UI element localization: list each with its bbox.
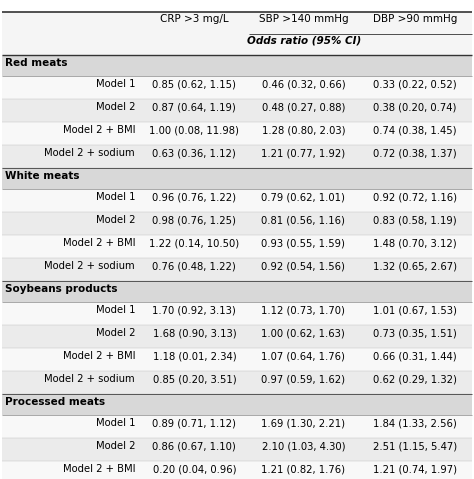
- Text: Model 1: Model 1: [96, 192, 135, 202]
- Text: 1.84 (1.33, 2.56): 1.84 (1.33, 2.56): [373, 418, 456, 428]
- Bar: [2, 325, 472, 348]
- Text: Model 1: Model 1: [96, 418, 135, 428]
- Text: 1.68 (0.90, 3.13): 1.68 (0.90, 3.13): [153, 328, 236, 338]
- Bar: [2, 461, 472, 479]
- Text: 1.00 (0.08, 11.98): 1.00 (0.08, 11.98): [149, 125, 239, 135]
- Bar: [2, 145, 472, 168]
- Text: Model 2 + BMI: Model 2 + BMI: [63, 351, 135, 361]
- Bar: [2, 415, 472, 438]
- Text: Model 2 + sodium: Model 2 + sodium: [45, 374, 135, 384]
- Text: 0.85 (0.62, 1.15): 0.85 (0.62, 1.15): [153, 79, 236, 89]
- Text: 0.85 (0.20, 3.51): 0.85 (0.20, 3.51): [153, 374, 236, 384]
- Text: 0.92 (0.54, 1.56): 0.92 (0.54, 1.56): [262, 261, 345, 271]
- Bar: [2, 394, 472, 415]
- Text: 0.63 (0.36, 1.12): 0.63 (0.36, 1.12): [153, 148, 236, 158]
- Text: 1.21 (0.82, 1.76): 1.21 (0.82, 1.76): [261, 464, 346, 474]
- Text: Red meats: Red meats: [5, 58, 67, 68]
- Bar: [2, 168, 472, 189]
- Bar: [2, 281, 472, 302]
- Text: 0.97 (0.59, 1.62): 0.97 (0.59, 1.62): [261, 374, 346, 384]
- Text: 1.28 (0.80, 2.03): 1.28 (0.80, 2.03): [262, 125, 345, 135]
- Text: 1.70 (0.92, 3.13): 1.70 (0.92, 3.13): [153, 305, 236, 315]
- Text: 0.38 (0.20, 0.74): 0.38 (0.20, 0.74): [373, 102, 456, 112]
- Text: 1.00 (0.62, 1.63): 1.00 (0.62, 1.63): [262, 328, 345, 338]
- Text: 1.22 (0.14, 10.50): 1.22 (0.14, 10.50): [149, 238, 239, 248]
- Bar: [2, 348, 472, 371]
- Bar: [2, 302, 472, 325]
- Bar: [2, 371, 472, 394]
- Bar: [2, 12, 472, 55]
- Text: Odds ratio (95% CI): Odds ratio (95% CI): [247, 36, 362, 46]
- Text: Model 2 + sodium: Model 2 + sodium: [45, 261, 135, 271]
- Text: 0.89 (0.71, 1.12): 0.89 (0.71, 1.12): [153, 418, 236, 428]
- Text: 0.81 (0.56, 1.16): 0.81 (0.56, 1.16): [262, 215, 345, 225]
- Bar: [2, 438, 472, 461]
- Text: Model 2 + BMI: Model 2 + BMI: [63, 464, 135, 474]
- Text: Model 2: Model 2: [96, 328, 135, 338]
- Text: 0.46 (0.32, 0.66): 0.46 (0.32, 0.66): [262, 79, 345, 89]
- Bar: [2, 212, 472, 235]
- Text: Model 2: Model 2: [96, 215, 135, 225]
- Bar: [2, 76, 472, 99]
- Bar: [2, 99, 472, 122]
- Text: Soybeans products: Soybeans products: [5, 284, 117, 294]
- Text: Model 2 + sodium: Model 2 + sodium: [45, 148, 135, 158]
- Text: 0.73 (0.35, 1.51): 0.73 (0.35, 1.51): [373, 328, 456, 338]
- Text: 1.12 (0.73, 1.70): 1.12 (0.73, 1.70): [262, 305, 345, 315]
- Text: 0.48 (0.27, 0.88): 0.48 (0.27, 0.88): [262, 102, 345, 112]
- Text: SBP >140 mmHg: SBP >140 mmHg: [258, 14, 348, 24]
- Text: White meats: White meats: [5, 171, 79, 181]
- Text: 1.69 (1.30, 2.21): 1.69 (1.30, 2.21): [261, 418, 346, 428]
- Text: 1.21 (0.74, 1.97): 1.21 (0.74, 1.97): [373, 464, 457, 474]
- Text: 0.98 (0.76, 1.25): 0.98 (0.76, 1.25): [153, 215, 236, 225]
- Text: 0.74 (0.38, 1.45): 0.74 (0.38, 1.45): [373, 125, 456, 135]
- Text: 1.48 (0.70, 3.12): 1.48 (0.70, 3.12): [373, 238, 456, 248]
- Text: 2.10 (1.03, 4.30): 2.10 (1.03, 4.30): [262, 441, 345, 451]
- Text: Model 2 + BMI: Model 2 + BMI: [63, 238, 135, 248]
- Text: 0.86 (0.67, 1.10): 0.86 (0.67, 1.10): [153, 441, 236, 451]
- Bar: [2, 189, 472, 212]
- Text: 0.79 (0.62, 1.01): 0.79 (0.62, 1.01): [262, 192, 345, 202]
- Text: 1.07 (0.64, 1.76): 1.07 (0.64, 1.76): [262, 351, 345, 361]
- Text: 1.01 (0.67, 1.53): 1.01 (0.67, 1.53): [373, 305, 456, 315]
- Text: 0.66 (0.31, 1.44): 0.66 (0.31, 1.44): [373, 351, 456, 361]
- Text: 0.93 (0.55, 1.59): 0.93 (0.55, 1.59): [262, 238, 345, 248]
- Text: CRP >3 mg/L: CRP >3 mg/L: [160, 14, 228, 24]
- Text: 0.92 (0.72, 1.16): 0.92 (0.72, 1.16): [373, 192, 457, 202]
- Bar: [2, 235, 472, 258]
- Text: 0.20 (0.04, 0.96): 0.20 (0.04, 0.96): [153, 464, 236, 474]
- Bar: [2, 55, 472, 76]
- Bar: [2, 258, 472, 281]
- Text: 0.33 (0.22, 0.52): 0.33 (0.22, 0.52): [373, 79, 456, 89]
- Text: 1.21 (0.77, 1.92): 1.21 (0.77, 1.92): [261, 148, 346, 158]
- Text: 0.72 (0.38, 1.37): 0.72 (0.38, 1.37): [373, 148, 456, 158]
- Text: Model 2 + BMI: Model 2 + BMI: [63, 125, 135, 135]
- Text: 2.51 (1.15, 5.47): 2.51 (1.15, 5.47): [373, 441, 457, 451]
- Text: Model 2: Model 2: [96, 102, 135, 112]
- Text: 1.18 (0.01, 2.34): 1.18 (0.01, 2.34): [153, 351, 236, 361]
- Text: Model 1: Model 1: [96, 79, 135, 89]
- Text: 1.32 (0.65, 2.67): 1.32 (0.65, 2.67): [373, 261, 457, 271]
- Text: 0.87 (0.64, 1.19): 0.87 (0.64, 1.19): [153, 102, 236, 112]
- Text: Model 1: Model 1: [96, 305, 135, 315]
- Text: DBP >90 mmHg: DBP >90 mmHg: [373, 14, 457, 24]
- Text: Processed meats: Processed meats: [5, 397, 105, 407]
- Text: 0.96 (0.76, 1.22): 0.96 (0.76, 1.22): [152, 192, 237, 202]
- Bar: [2, 122, 472, 145]
- Text: 0.83 (0.58, 1.19): 0.83 (0.58, 1.19): [373, 215, 456, 225]
- Text: 0.62 (0.29, 1.32): 0.62 (0.29, 1.32): [373, 374, 456, 384]
- Text: 0.76 (0.48, 1.22): 0.76 (0.48, 1.22): [153, 261, 236, 271]
- Text: Model 2: Model 2: [96, 441, 135, 451]
